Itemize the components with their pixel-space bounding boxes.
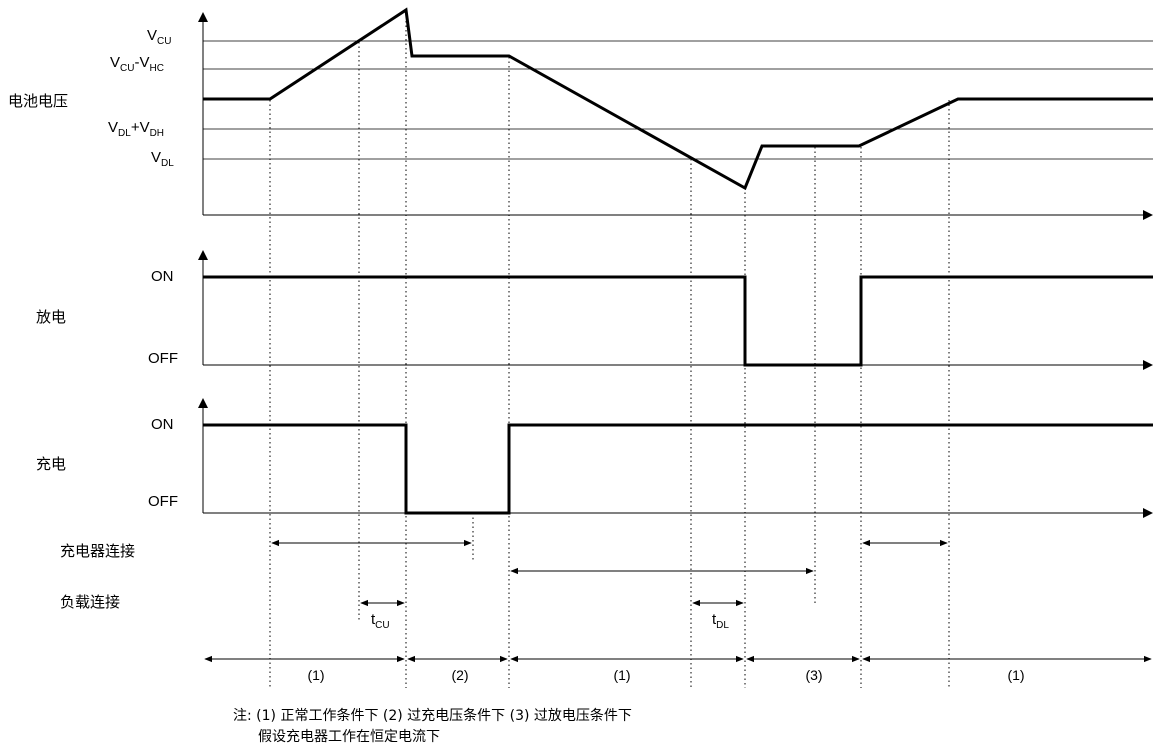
vdl-label: VDL — [151, 149, 174, 169]
note-line-2: 假设充电器工作在恒定电流下 — [258, 729, 440, 745]
segment-label-2: (2) — [451, 667, 468, 683]
charge-panel: ON OFF 充电 — [36, 398, 1153, 518]
discharge-panel: ON OFF 放电 — [36, 250, 1153, 370]
tdl-label: tDL — [712, 611, 729, 631]
note-line-1: 注: (1) 正常工作条件下 (2) 过充电压条件下 (3) 过放电压条件下 — [233, 707, 632, 724]
charge-y-axis-arrow — [198, 398, 208, 408]
battery-voltage-label: 电池电压 — [8, 92, 68, 110]
battery-voltage-trace — [203, 7, 1153, 191]
charge-trace — [203, 423, 1153, 515]
segment-label-1: (1) — [307, 667, 324, 683]
segment-arrows: (1) (2) (1) (3) (1) — [204, 655, 1152, 683]
charger-connect-label: 充电器连接 — [60, 542, 135, 560]
vdl-vdh-label: VDL+VDH — [108, 119, 164, 139]
load-connect-label: 负载连接 — [60, 593, 120, 611]
charge-label: 充电 — [36, 455, 66, 473]
tcu-label: tCU — [371, 611, 390, 631]
charge-off-label: OFF — [148, 493, 178, 510]
charge-x-axis-arrow — [1143, 508, 1153, 518]
segment-label-4: (3) — [805, 667, 822, 683]
notes: 注: (1) 正常工作条件下 (2) 过充电压条件下 (3) 过放电压条件下 假… — [233, 707, 632, 745]
discharge-trace — [203, 275, 1153, 367]
vcu-vhc-label: VCU-VHC — [110, 54, 164, 74]
segment-label-3: (1) — [613, 667, 630, 683]
charge-on-label: ON — [151, 416, 174, 433]
discharge-x-axis-arrow — [1143, 360, 1153, 370]
discharge-label: 放电 — [36, 308, 66, 326]
connection-annotations: 充电器连接 负载连接 tCU tDL — [60, 539, 948, 631]
discharge-y-axis-arrow — [198, 250, 208, 260]
battery-y-axis-arrow — [198, 12, 208, 22]
segment-label-5: (1) — [1007, 667, 1024, 683]
timing-guides — [269, 12, 950, 688]
vcu-label: VCU — [147, 27, 171, 47]
battery-x-axis-arrow — [1143, 210, 1153, 220]
battery-voltage-panel: VCU VCU-VHC VDL+VDH VDL 电池电压 — [8, 7, 1153, 220]
discharge-off-label: OFF — [148, 350, 178, 367]
discharge-on-label: ON — [151, 268, 174, 285]
